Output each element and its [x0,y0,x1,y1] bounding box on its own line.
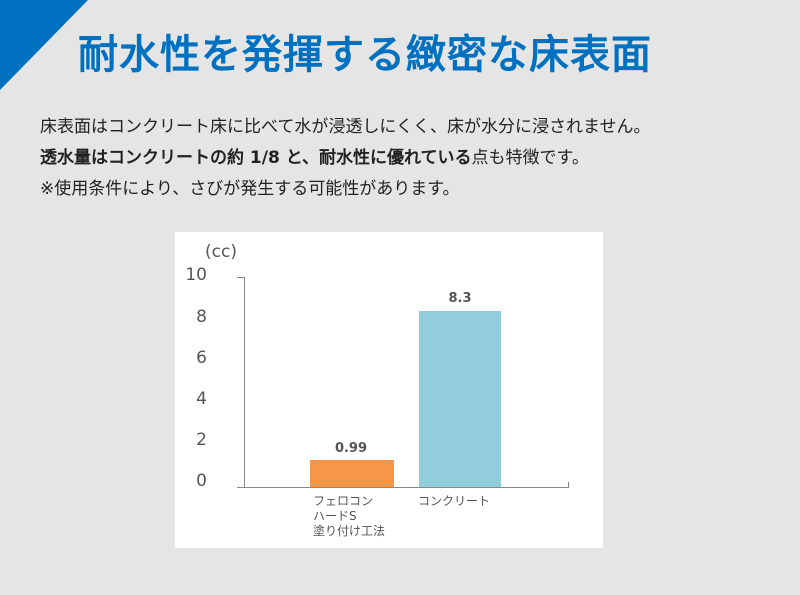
x-axis-end-tick [568,482,569,488]
corner-accent [0,0,88,90]
description-line-2: 透水量はコンクリートの約 1/8 と、耐水性に優れている点も特徴です。 [40,143,650,174]
chart-panel: (cc) 10 8 6 4 2 0 0.99 8.3 フェロコン ハードS 塗り… [175,232,603,548]
x-axis [237,487,569,488]
description: 床表面はコンクリート床に比べて水が浸透しにくく、床が水分に浸されません。 透水量… [40,112,650,205]
y-tick-2: 2 [196,430,207,450]
bar-concrete [419,311,501,487]
description-emphasis: 透水量はコンクリートの約 1/8 と、耐水性に優れている [40,148,472,168]
description-line-2-rest: 点も特徴です。 [471,148,589,168]
y-tick-8: 8 [196,307,207,327]
page-title: 耐水性を発揮する緻密な床表面 [78,32,652,78]
bar-value-label-2: 8.3 [448,291,472,306]
description-line-3: ※使用条件により、さびが発生する可能性があります。 [40,179,460,199]
y-axis-unit: (cc) [205,242,237,262]
y-tick-6: 6 [196,348,207,368]
y-axis [244,277,245,487]
tick-mark [237,277,244,278]
y-tick-0: 0 [196,471,207,491]
bar-ferrocon [310,460,394,487]
x-category-2: コンクリート [418,494,491,508]
x-category-1: フェロコン ハードS 塗り付け工法 [313,494,386,538]
y-tick-10: 10 [185,265,207,285]
bar-value-label-1: 0.99 [334,441,368,456]
y-tick-4: 4 [196,389,207,409]
description-line-1: 床表面はコンクリート床に比べて水が浸透しにくく、床が水分に浸されません。 [40,117,651,137]
